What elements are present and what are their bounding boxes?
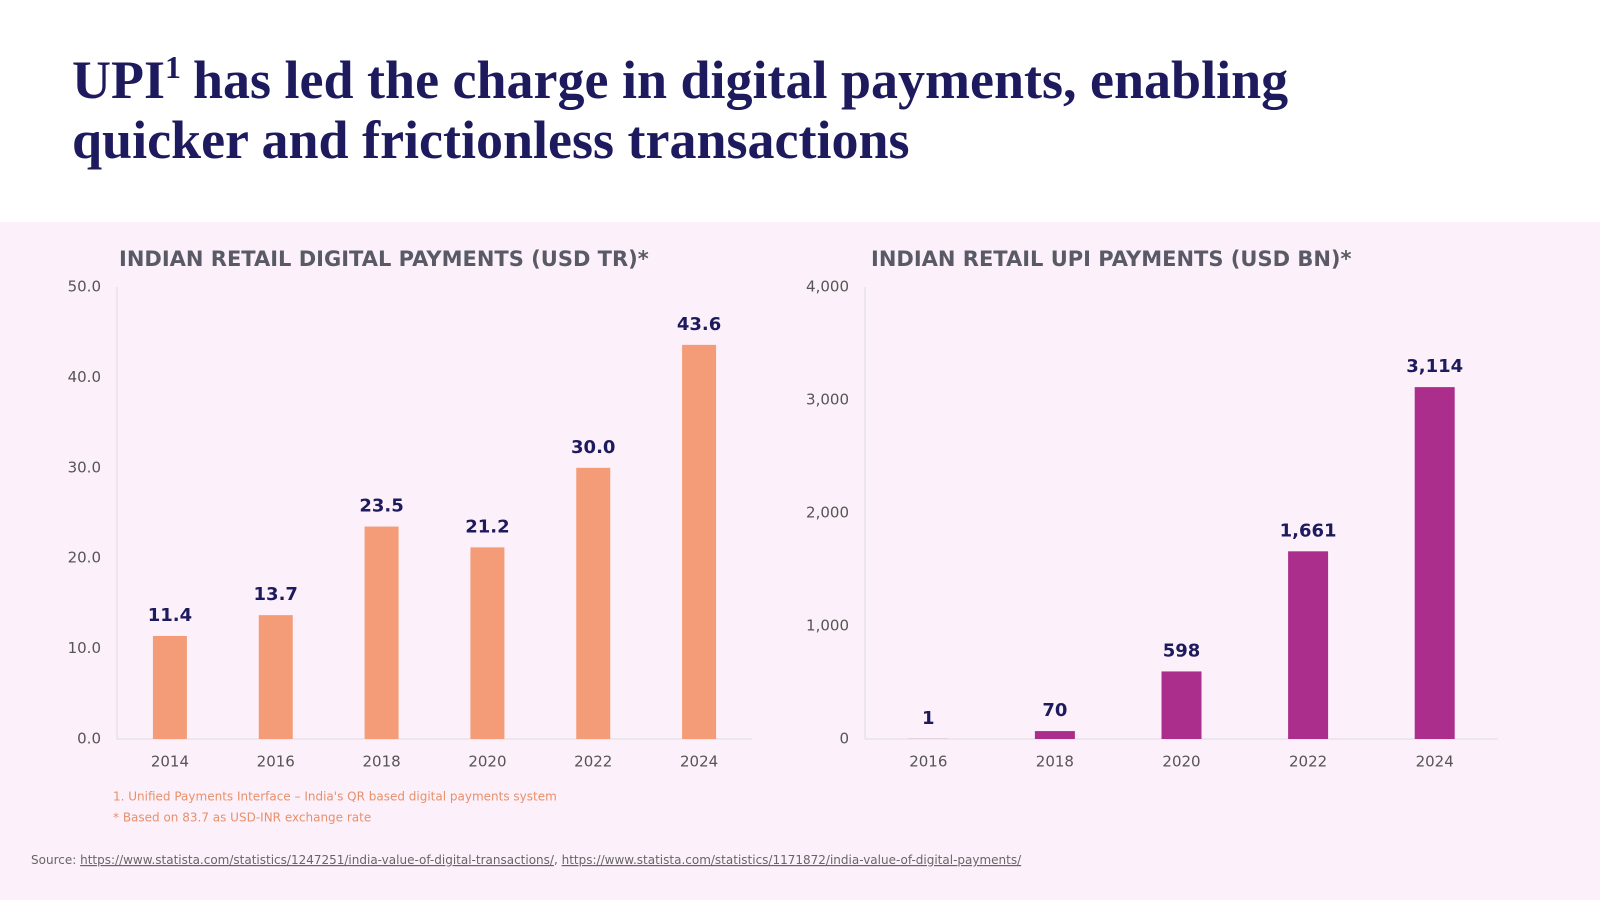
x-tick-label: 2020: [468, 753, 506, 771]
value-label: 1,661: [1280, 520, 1337, 541]
value-label: 13.7: [254, 584, 298, 605]
x-tick-label: 2016: [909, 753, 947, 771]
slide-title: UPI1 has led the charge in digital paymen…: [72, 49, 1288, 110]
x-tick-label: 2020: [1162, 753, 1200, 771]
y-tick-label: 20.0: [68, 549, 101, 567]
x-tick-label: 2018: [362, 753, 400, 771]
bar: [576, 468, 610, 739]
bar: [365, 527, 399, 739]
source-link[interactable]: https://www.statista.com/statistics/1171…: [562, 853, 1022, 867]
bar: [470, 547, 504, 739]
value-label: 11.4: [148, 605, 192, 626]
footnote: * Based on 83.7 as USD-INR exchange rate: [113, 811, 371, 825]
chart-title: INDIAN RETAIL DIGITAL PAYMENTS (USD TR)*: [119, 247, 649, 271]
x-tick-label: 2024: [1416, 753, 1454, 771]
y-tick-label: 0: [839, 730, 849, 748]
y-tick-label: 40.0: [68, 368, 101, 386]
bar: [1288, 551, 1328, 739]
value-label: 3,114: [1406, 356, 1463, 377]
x-tick-label: 2024: [680, 753, 718, 771]
bar: [259, 615, 293, 739]
title-superscript: 1: [165, 49, 181, 85]
bar: [1415, 387, 1455, 739]
y-tick-label: 30.0: [68, 458, 101, 476]
value-label: 23.5: [359, 496, 403, 517]
y-tick-label: 4,000: [806, 278, 849, 296]
bar: [1162, 671, 1202, 739]
footnote: 1. Unified Payments Interface – India's …: [113, 790, 557, 804]
x-tick-label: 2022: [1289, 753, 1327, 771]
y-tick-label: 0.0: [77, 730, 101, 748]
value-label: 1: [922, 708, 935, 729]
y-tick-label: 50.0: [68, 278, 101, 296]
x-tick-label: 2018: [1036, 753, 1074, 771]
source: Source: https://www.statista.com/statist…: [31, 853, 1022, 867]
source-link[interactable]: https://www.statista.com/statistics/1247…: [80, 853, 555, 867]
y-tick-label: 2,000: [806, 504, 849, 522]
y-tick-label: 10.0: [68, 639, 101, 657]
value-label: 21.2: [465, 516, 509, 537]
source-label: Source:: [31, 853, 76, 867]
x-tick-label: 2016: [257, 753, 295, 771]
slide-title-line2: quicker and frictionless transactions: [72, 110, 910, 170]
chart-title: INDIAN RETAIL UPI PAYMENTS (USD BN)*: [871, 247, 1351, 271]
y-tick-label: 3,000: [806, 391, 849, 409]
x-tick-label: 2014: [151, 753, 189, 771]
value-label: 43.6: [677, 314, 721, 335]
x-tick-label: 2022: [574, 753, 612, 771]
bar: [153, 636, 187, 739]
value-label: 30.0: [571, 437, 615, 458]
bar: [1035, 731, 1075, 739]
value-label: 70: [1042, 700, 1067, 721]
y-tick-label: 1,000: [806, 617, 849, 635]
title-rest: has led the charge in digital payments, …: [193, 50, 1288, 110]
title-lead: UPI: [72, 50, 165, 110]
bar: [682, 345, 716, 739]
value-label: 598: [1163, 640, 1201, 661]
